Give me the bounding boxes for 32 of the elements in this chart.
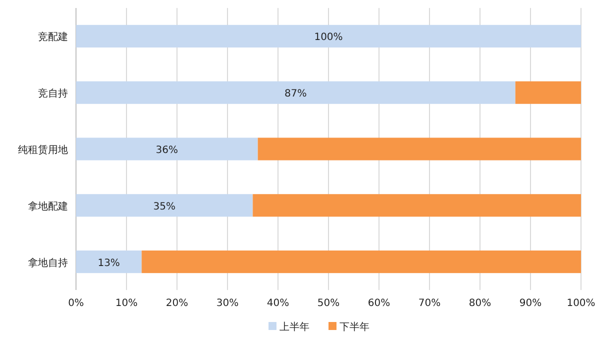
- x-tick-label: 10%: [115, 298, 138, 309]
- legend-label: 下半年: [340, 321, 370, 333]
- y-tick-label: 纯租赁用地: [18, 144, 68, 156]
- bar: [76, 81, 516, 104]
- y-tick-label: 拿地自持: [28, 256, 68, 269]
- data-label: 35%: [153, 201, 176, 212]
- x-tick-label: 60%: [368, 298, 390, 309]
- x-tick-label: 80%: [468, 298, 492, 309]
- x-tick-label: 20%: [166, 298, 188, 309]
- data-label: 87%: [284, 88, 307, 100]
- data-label: 13%: [98, 258, 120, 269]
- bar: [515, 81, 581, 104]
- y-tick-label: 拿地配建: [28, 200, 68, 212]
- bar: [142, 250, 581, 274]
- x-tick-label: 30%: [216, 298, 239, 309]
- bar: [258, 138, 581, 160]
- y-tick-label: 竞自持: [38, 88, 68, 100]
- x-tick-label: 100%: [566, 298, 596, 309]
- bar: [76, 194, 253, 217]
- legend-label: 上半年: [280, 321, 310, 333]
- x-tick-label: 50%: [317, 298, 340, 309]
- x-tick-label: 90%: [519, 298, 542, 309]
- bar: [76, 138, 258, 160]
- data-label: 36%: [156, 145, 178, 156]
- x-tick-label: 70%: [418, 298, 441, 309]
- x-tick-label: 40%: [266, 298, 290, 309]
- bar: [76, 24, 581, 48]
- bar: [76, 250, 142, 274]
- data-label: 100%: [314, 32, 343, 44]
- y-tick-label: 竞配建: [38, 31, 68, 44]
- bar: [252, 194, 581, 217]
- x-tick-label: 0%: [68, 298, 84, 309]
